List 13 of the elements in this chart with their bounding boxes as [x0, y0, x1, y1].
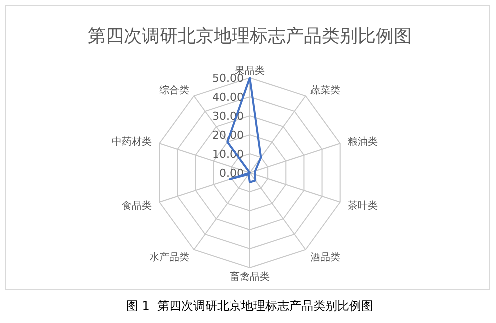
spoke-label: 中药材类	[112, 136, 152, 148]
spoke-label: 畜禽品类	[230, 271, 270, 283]
spoke-label: 酒品类	[310, 251, 341, 264]
spoke-label: 果品类	[235, 65, 265, 77]
spoke-label: 蔬菜类	[310, 84, 341, 97]
spoke-label: 综合类	[159, 84, 190, 97]
chart-title: 第四次调研北京地理标志产品类别比例图	[88, 26, 412, 47]
spoke-label: 粮油类	[348, 136, 378, 148]
y-tick-label: 40.00	[212, 91, 244, 104]
spoke-label: 水产品类	[149, 251, 190, 264]
caption: 图 1 第四次调研北京地理标志产品类别比例图	[126, 299, 374, 313]
spoke-label: 食品类	[122, 200, 152, 212]
spoke-label: 茶叶类	[348, 200, 378, 212]
